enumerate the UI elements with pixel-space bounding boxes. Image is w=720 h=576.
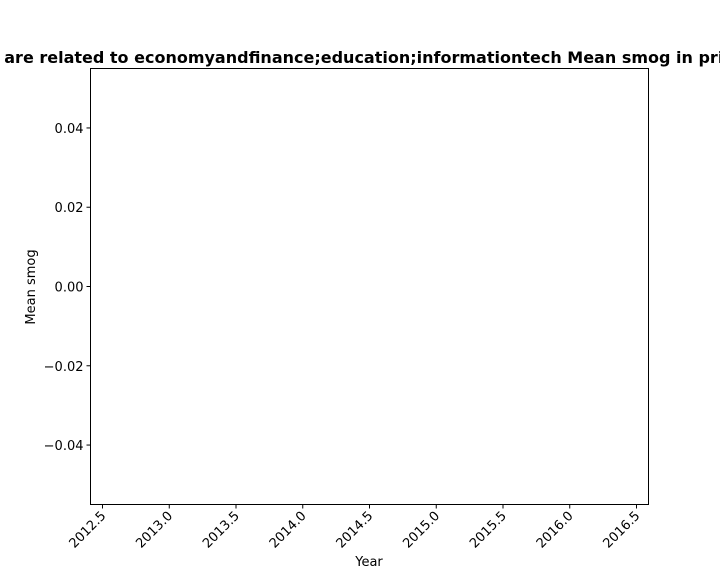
x-tick-label: 2016.0 bbox=[534, 509, 577, 552]
x-tick-label: 2016.5 bbox=[601, 509, 644, 552]
y-tick-label: 0.04 bbox=[55, 122, 84, 137]
x-tick-label: 2015.0 bbox=[400, 509, 443, 552]
x-tick-label: 2013.0 bbox=[133, 509, 176, 552]
x-tick-label: 2014.5 bbox=[334, 509, 377, 552]
x-tick-label: 2012.5 bbox=[67, 509, 110, 552]
y-axis: 0.04 0.02 0.00 −0.02 −0.04 bbox=[44, 122, 91, 454]
y-tick-label: −0.04 bbox=[44, 439, 84, 454]
x-tick-label: 2013.5 bbox=[200, 509, 243, 552]
chart-title: are related to economyandfinance;educati… bbox=[4, 48, 720, 67]
y-tick-label: −0.02 bbox=[44, 360, 84, 375]
x-tick-label: 2015.5 bbox=[467, 509, 510, 552]
y-axis-label: Mean smog bbox=[24, 249, 39, 324]
y-tick-label: 0.00 bbox=[55, 281, 84, 296]
x-axis-label: Year bbox=[354, 555, 383, 570]
plot-area-frame bbox=[90, 68, 649, 505]
y-tick-label: 0.02 bbox=[55, 201, 84, 216]
x-tick-label: 2014.0 bbox=[267, 509, 310, 552]
x-axis: 2012.5 2013.0 2013.5 2014.0 2014.5 2015.0 2015… bbox=[67, 504, 644, 552]
